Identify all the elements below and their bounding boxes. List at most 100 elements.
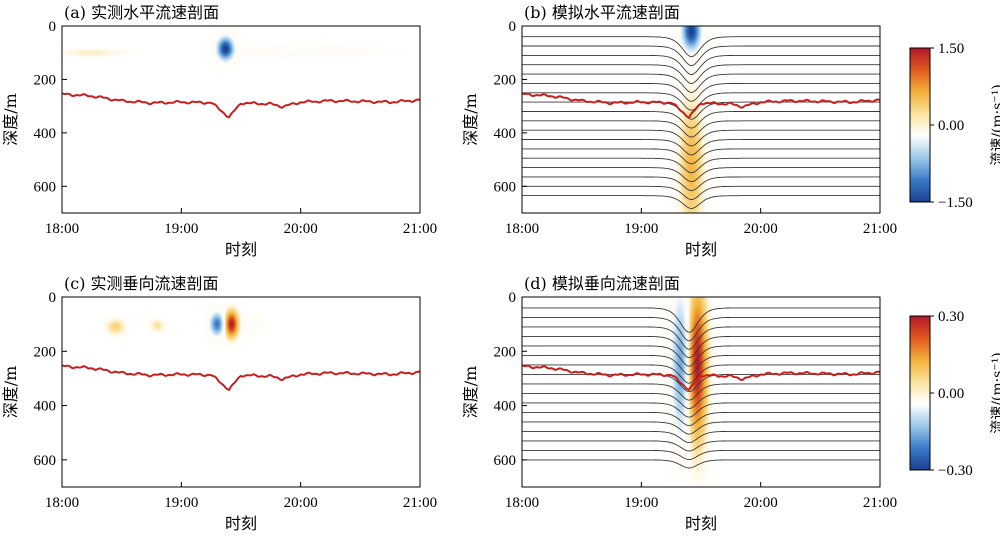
isopycnal-line <box>522 167 880 183</box>
isopycnals-b <box>522 36 880 209</box>
colorbar-tick-label: 0.00 <box>938 118 964 134</box>
isopycnal-line <box>522 316 880 342</box>
heatmap-a <box>62 26 420 213</box>
isopycnal-line <box>522 120 880 138</box>
isopycnal-line <box>522 449 880 460</box>
y-tick-label: 0 <box>509 19 517 35</box>
isopycnal-line <box>522 45 880 67</box>
x-tick-label: 20:00 <box>284 495 318 511</box>
colorbar-tick-label: 0.00 <box>938 386 964 402</box>
axes-frame <box>61 296 421 488</box>
panel-b: 18:00 19:00 20:00 21:00 0 200 400 600 (b) 模拟水平流速… <box>461 3 897 259</box>
axes-frame <box>521 25 881 214</box>
isopycnal-line <box>522 440 880 452</box>
y-tick-label: 400 <box>494 399 517 415</box>
y-tick-label: 400 <box>34 126 57 142</box>
colorbar-bar <box>909 47 931 203</box>
y-tick-label: 200 <box>494 72 517 88</box>
x-tick-label: 19:00 <box>164 221 198 237</box>
isopycnal-line <box>522 392 880 410</box>
y-tick-label: 0 <box>509 290 517 306</box>
isopycnal-line <box>522 383 880 401</box>
y-tick-label: 600 <box>34 179 57 195</box>
x-tick-label: 21:00 <box>403 495 437 511</box>
panel-title: (b) 模拟水平流速剖面 <box>524 3 680 22</box>
x-tick-label: 18:00 <box>45 495 79 511</box>
colorbar-b: 1.50 0.00 −1.50 流速/(m·s⁻¹) <box>909 41 1000 211</box>
heatmap-c <box>62 297 420 487</box>
isopycnal-line <box>522 459 880 469</box>
y-axis-label: 深度/m <box>461 93 480 146</box>
y-tick-label: 600 <box>494 179 517 195</box>
y-axis-label: 深度/m <box>1 366 20 419</box>
seabed-line <box>522 92 880 119</box>
x-tick-label: 19:00 <box>624 221 658 237</box>
colorbar-tick-label: −0.30 <box>938 463 973 479</box>
y-tick-label: 200 <box>34 72 57 88</box>
isopycnal-line <box>522 36 880 58</box>
isopycnal-line <box>522 139 880 156</box>
panels: 18:00 19:00 20:00 21:00 0 200 400 600 (a) 实测水平流速… <box>1 3 1000 533</box>
x-tick-label: 20:00 <box>284 221 318 237</box>
y-tick-label: 600 <box>34 453 57 469</box>
y-tick-label: 600 <box>494 453 517 469</box>
isopycnal-line <box>522 326 880 350</box>
isopycnal-line <box>522 421 880 435</box>
x-tick-label: 20:00 <box>744 221 778 237</box>
y-tick-label: 400 <box>34 399 57 415</box>
isopycnal-line <box>522 430 880 444</box>
isopycnal-line <box>522 54 880 75</box>
isopycnal-line <box>522 176 880 192</box>
colorbar-label: 流速/(m·s⁻¹) <box>990 84 1000 166</box>
heatmap-d <box>522 297 880 487</box>
isopycnal-line <box>522 402 880 418</box>
isopycnal-line <box>522 64 880 84</box>
isopycnal-line <box>522 345 880 367</box>
y-axis-label: 深度/m <box>461 366 480 419</box>
y-tick-label: 200 <box>494 344 517 360</box>
x-tick-label: 18:00 <box>505 495 539 511</box>
isopycnal-line <box>522 307 880 333</box>
x-tick-label: 18:00 <box>45 221 79 237</box>
y-tick-label: 200 <box>34 344 57 360</box>
x-tick-label: 19:00 <box>164 495 198 511</box>
seabed-line <box>62 92 420 119</box>
panel-title: (a) 实测水平流速剖面 <box>64 3 219 22</box>
isopycnal-line <box>522 364 880 384</box>
isopycnal-line <box>522 354 880 376</box>
x-tick-label: 18:00 <box>505 221 539 237</box>
colorbar-tick-label: −1.50 <box>938 195 973 211</box>
axes-frame <box>61 25 421 214</box>
isopycnal-line <box>522 148 880 165</box>
colorbar-tick-label: 0.30 <box>938 309 964 325</box>
isopycnal-line <box>522 335 880 359</box>
isopycnal-line <box>522 411 880 427</box>
isopycnal-line <box>522 195 880 209</box>
y-tick-label: 400 <box>494 126 517 142</box>
y-tick-label: 0 <box>49 290 57 306</box>
x-tick-label: 19:00 <box>624 495 658 511</box>
x-tick-label: 20:00 <box>744 495 778 511</box>
isopycnal-line <box>522 73 880 93</box>
isopycnal-line <box>522 157 880 174</box>
x-tick-label: 21:00 <box>863 221 897 237</box>
colorbar-label: 流速/(m·s⁻¹) <box>990 352 1000 434</box>
y-tick-label: 0 <box>49 19 57 35</box>
panel-d: 18:00 19:00 20:00 21:00 0 200 400 600 (d) 模拟垂向流速… <box>461 274 897 533</box>
colorbar-tick-label: 1.50 <box>938 41 964 57</box>
panel-a: 18:00 19:00 20:00 21:00 0 200 400 600 (a) 实测水平流速… <box>1 3 437 259</box>
isopycnals-d <box>522 307 880 469</box>
isopycnal-line <box>522 185 880 200</box>
x-axis-label: 时刻 <box>225 240 257 259</box>
seabed-line <box>522 364 880 391</box>
panel-c: 18:00 19:00 20:00 21:00 0 200 400 600 (c) 实测垂向流速… <box>1 274 437 533</box>
panel-title: (d) 模拟垂向流速剖面 <box>524 274 680 293</box>
seabed-line <box>62 364 420 391</box>
colorbar-bar <box>909 315 931 471</box>
x-tick-label: 21:00 <box>863 495 897 511</box>
isopycnal-line <box>522 82 880 102</box>
isopycnal-line <box>522 111 880 129</box>
colorbar-d: 0.30 0.00 −0.30 流速/(m·s⁻¹) <box>909 309 1000 479</box>
x-axis-label: 时刻 <box>685 240 717 259</box>
